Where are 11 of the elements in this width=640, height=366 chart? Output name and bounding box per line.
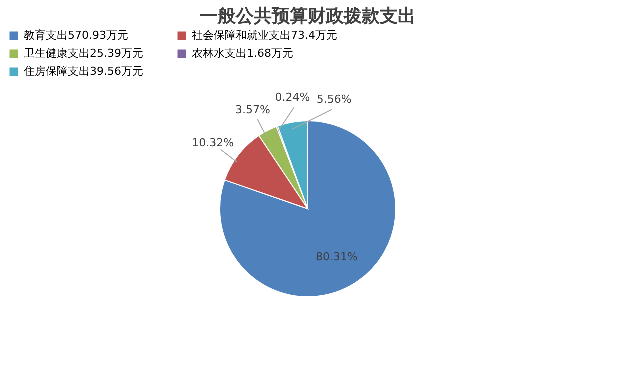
chart-title: 一般公共预算财政拨款支出 — [200, 6, 416, 27]
legend-label: 住房保障支出39.56万元 — [24, 65, 144, 78]
data-label: 10.32% — [192, 136, 234, 150]
data-label: 80.31% — [316, 250, 358, 264]
legend-label: 农林水支出1.68万元 — [192, 47, 294, 60]
legend-label: 卫生健康支出25.39万元 — [24, 47, 144, 60]
data-label: 3.57% — [235, 103, 270, 116]
data-label: 5.56% — [316, 92, 352, 106]
data-label: 0.24% — [275, 90, 310, 104]
legend-label: 教育支出570.93万元 — [24, 29, 128, 42]
legend-label: 社会保障和就业支出73.4万元 — [192, 29, 338, 42]
